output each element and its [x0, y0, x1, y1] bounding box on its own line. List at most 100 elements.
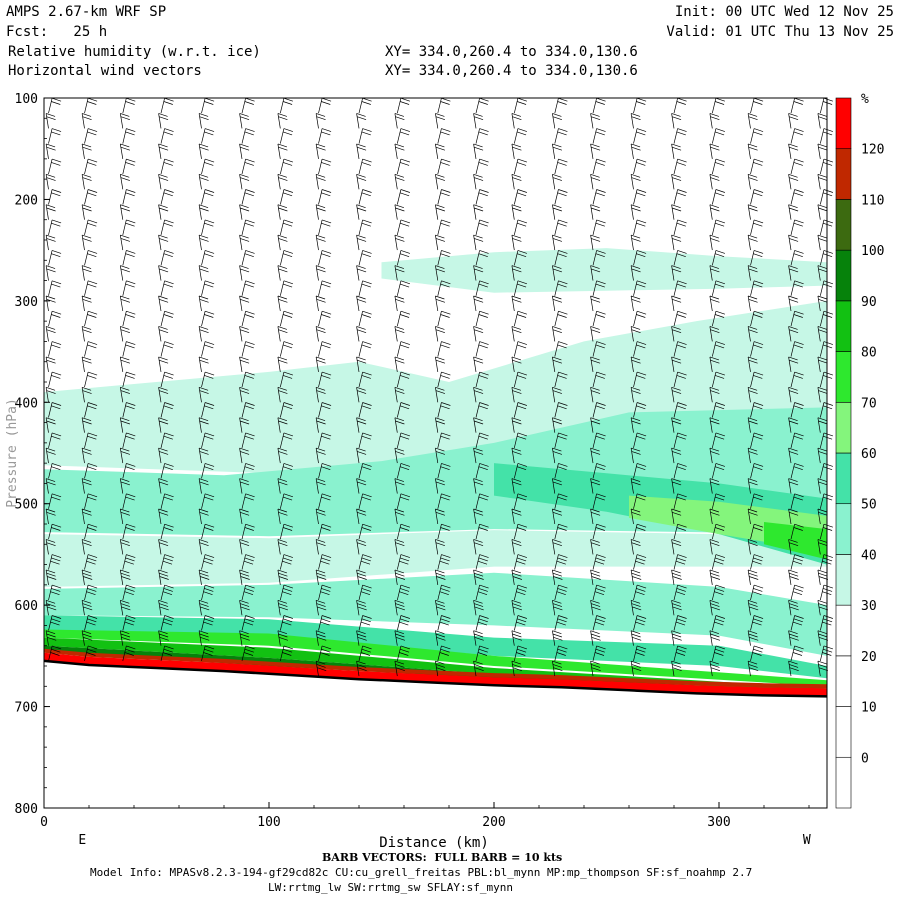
wind-barb: [81, 508, 92, 525]
wind-barb: [554, 280, 568, 296]
colorbar-swatch: [835, 706, 852, 758]
wind-barb: [279, 280, 294, 296]
wind-barb: [45, 143, 56, 159]
wind-barb: [552, 143, 563, 159]
wind-barb: [673, 463, 687, 479]
wind-barb: [198, 630, 210, 646]
wind-barb: [122, 310, 136, 327]
wind-barb: [630, 143, 641, 159]
wind-barb: [122, 280, 136, 296]
wind-barb: [592, 523, 606, 540]
wind-barb: [198, 417, 209, 433]
wind-barb: [358, 523, 372, 540]
wind-barb: [817, 539, 828, 555]
wind-barb: [552, 599, 563, 616]
wind-barb: [788, 447, 799, 464]
wind-barb: [473, 447, 484, 464]
wind-barb: [513, 645, 528, 661]
wind-barb: [819, 645, 834, 661]
wind-barb: [590, 660, 601, 677]
wind-barb: [592, 158, 606, 175]
wind-barb: [817, 265, 828, 281]
rh-contour-40: [44, 572, 827, 656]
barb-column: [747, 97, 764, 677]
wind-barb: [45, 113, 56, 129]
wind-barb: [552, 326, 563, 342]
wind-barb: [633, 402, 647, 418]
wind-barb: [817, 630, 829, 646]
wind-barb: [513, 371, 528, 388]
wind-barb: [396, 250, 411, 266]
wind-barb: [475, 432, 489, 448]
wind-barb: [201, 310, 215, 327]
wind-barb: [552, 234, 563, 251]
wind-barb: [435, 143, 446, 159]
wind-barb: [671, 204, 682, 220]
wind-barb: [158, 356, 169, 372]
cross-section-coords: XY= 334.0,260.4 to 334.0,130.6: [385, 44, 638, 60]
wind-barb: [673, 310, 687, 327]
wind-barb: [590, 447, 601, 464]
wind-barb: [356, 143, 367, 159]
wind-barb: [122, 250, 136, 266]
wind-barb: [239, 326, 250, 342]
wind-barb: [315, 326, 326, 342]
wind-barb: [119, 386, 131, 403]
wind-barb: [48, 645, 62, 661]
wind-barb: [673, 402, 687, 418]
wind-barb: [750, 523, 764, 540]
wind-barb: [475, 645, 489, 661]
wind-barb: [158, 173, 169, 190]
wind-barb: [750, 584, 764, 601]
wind-barb: [315, 295, 326, 312]
wind-barb: [277, 569, 289, 585]
wind-barb: [122, 493, 136, 509]
y-tick-label: 400: [15, 396, 38, 411]
wind-barb: [750, 615, 764, 631]
wind-barb: [475, 189, 489, 205]
wind-barb: [315, 447, 326, 464]
wind-barb: [709, 417, 720, 433]
wind-barb: [554, 371, 568, 388]
wind-barb: [671, 569, 682, 585]
wind-barb: [817, 447, 828, 464]
colorbar-label: 10: [861, 701, 877, 716]
wind-barb: [239, 386, 250, 403]
wind-barb: [122, 158, 136, 175]
barb-column: [788, 97, 804, 677]
wind-barb: [45, 295, 56, 312]
wind-barb: [552, 113, 563, 129]
wind-barb: [590, 326, 601, 342]
wind-barb: [819, 128, 834, 144]
wind-barb: [279, 128, 294, 144]
wind-barb: [396, 615, 411, 631]
wind-barb: [819, 158, 834, 175]
wind-barb: [511, 660, 523, 677]
wind-barb: [590, 417, 601, 433]
wind-barb: [198, 113, 209, 129]
wind-barb: [277, 143, 288, 159]
colorbar-swatch: [835, 351, 852, 403]
wind-barb: [747, 478, 758, 494]
wind-barb: [435, 539, 446, 555]
wind-barb: [318, 554, 332, 570]
wind-barb: [239, 599, 250, 616]
wind-barb: [160, 280, 174, 296]
wind-barb: [315, 478, 326, 494]
wind-barb: [239, 113, 250, 129]
wind-barb: [590, 386, 601, 403]
wind-barb: [394, 599, 406, 616]
wind-barb: [511, 539, 522, 555]
x-axis-label: Distance (km): [379, 835, 489, 851]
wind-barb: [45, 599, 57, 616]
wind-barb: [358, 97, 372, 114]
wind-barb: [318, 250, 332, 266]
wind-barb: [356, 478, 367, 494]
wind-barb: [747, 204, 758, 220]
wind-barb: [435, 113, 446, 129]
wind-barb: [592, 584, 606, 601]
wind-barb: [709, 173, 720, 190]
wind-barb: [709, 143, 720, 159]
x-tick-label: 200: [482, 815, 505, 830]
wind-barb: [277, 630, 289, 646]
